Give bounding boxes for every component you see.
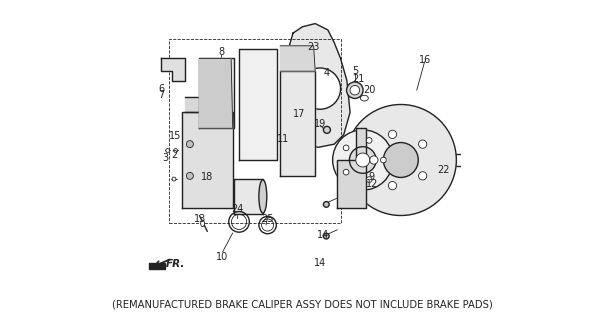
Text: (REMANUFACTURED BRAKE CALIPER ASSY DOES NOT INCLUDE BRAKE PADS): (REMANUFACTURED BRAKE CALIPER ASSY DOES … — [112, 299, 493, 309]
Text: 22: 22 — [437, 164, 450, 174]
Ellipse shape — [324, 126, 330, 133]
Ellipse shape — [186, 141, 194, 148]
Circle shape — [350, 147, 376, 173]
Text: 21: 21 — [352, 74, 364, 84]
Text: 4: 4 — [323, 68, 329, 78]
Text: 17: 17 — [293, 109, 306, 119]
Circle shape — [370, 156, 378, 164]
Text: 9: 9 — [368, 172, 374, 182]
Circle shape — [356, 153, 370, 167]
Text: 11: 11 — [277, 134, 290, 144]
Polygon shape — [182, 112, 233, 208]
Text: 12: 12 — [365, 179, 378, 189]
Circle shape — [345, 105, 456, 215]
Polygon shape — [162, 59, 185, 81]
Ellipse shape — [186, 172, 194, 179]
Text: FR.: FR. — [166, 260, 186, 269]
Text: 15: 15 — [169, 131, 181, 141]
Polygon shape — [200, 59, 233, 128]
Text: 3: 3 — [162, 153, 169, 164]
Ellipse shape — [324, 202, 329, 207]
Circle shape — [384, 142, 418, 178]
Circle shape — [366, 177, 372, 182]
Polygon shape — [200, 59, 234, 128]
Text: 5: 5 — [352, 66, 358, 76]
Circle shape — [388, 181, 397, 190]
Text: 14: 14 — [317, 229, 329, 240]
Polygon shape — [284, 24, 350, 147]
Ellipse shape — [361, 95, 368, 101]
Text: 2: 2 — [171, 150, 177, 160]
Polygon shape — [280, 46, 315, 71]
Circle shape — [419, 172, 427, 180]
Text: 18: 18 — [201, 172, 214, 182]
Text: 6: 6 — [159, 84, 165, 94]
Ellipse shape — [172, 177, 176, 181]
Polygon shape — [185, 97, 226, 112]
Circle shape — [299, 68, 341, 109]
Text: 7: 7 — [159, 90, 165, 100]
Text: 8: 8 — [218, 47, 224, 57]
Circle shape — [343, 169, 349, 175]
Ellipse shape — [350, 85, 359, 95]
Text: 24: 24 — [232, 204, 244, 214]
Ellipse shape — [347, 82, 363, 99]
Circle shape — [419, 140, 427, 148]
Circle shape — [381, 157, 386, 163]
Circle shape — [366, 138, 372, 143]
Text: 25: 25 — [261, 214, 274, 224]
Text: 16: 16 — [419, 55, 431, 65]
Text: 13: 13 — [194, 214, 206, 224]
Text: 14: 14 — [314, 258, 326, 268]
Ellipse shape — [166, 148, 169, 152]
Ellipse shape — [324, 233, 329, 239]
Circle shape — [333, 130, 393, 190]
Polygon shape — [338, 128, 366, 208]
Ellipse shape — [174, 148, 177, 152]
Text: 10: 10 — [217, 252, 229, 262]
Circle shape — [388, 130, 397, 139]
Circle shape — [343, 145, 349, 151]
Ellipse shape — [201, 220, 204, 227]
Polygon shape — [280, 71, 315, 176]
Polygon shape — [239, 49, 277, 160]
Polygon shape — [234, 179, 263, 214]
Text: 19: 19 — [314, 118, 326, 129]
Ellipse shape — [259, 180, 267, 213]
Text: 23: 23 — [307, 42, 320, 52]
Polygon shape — [149, 263, 165, 269]
Text: 20: 20 — [363, 85, 375, 95]
